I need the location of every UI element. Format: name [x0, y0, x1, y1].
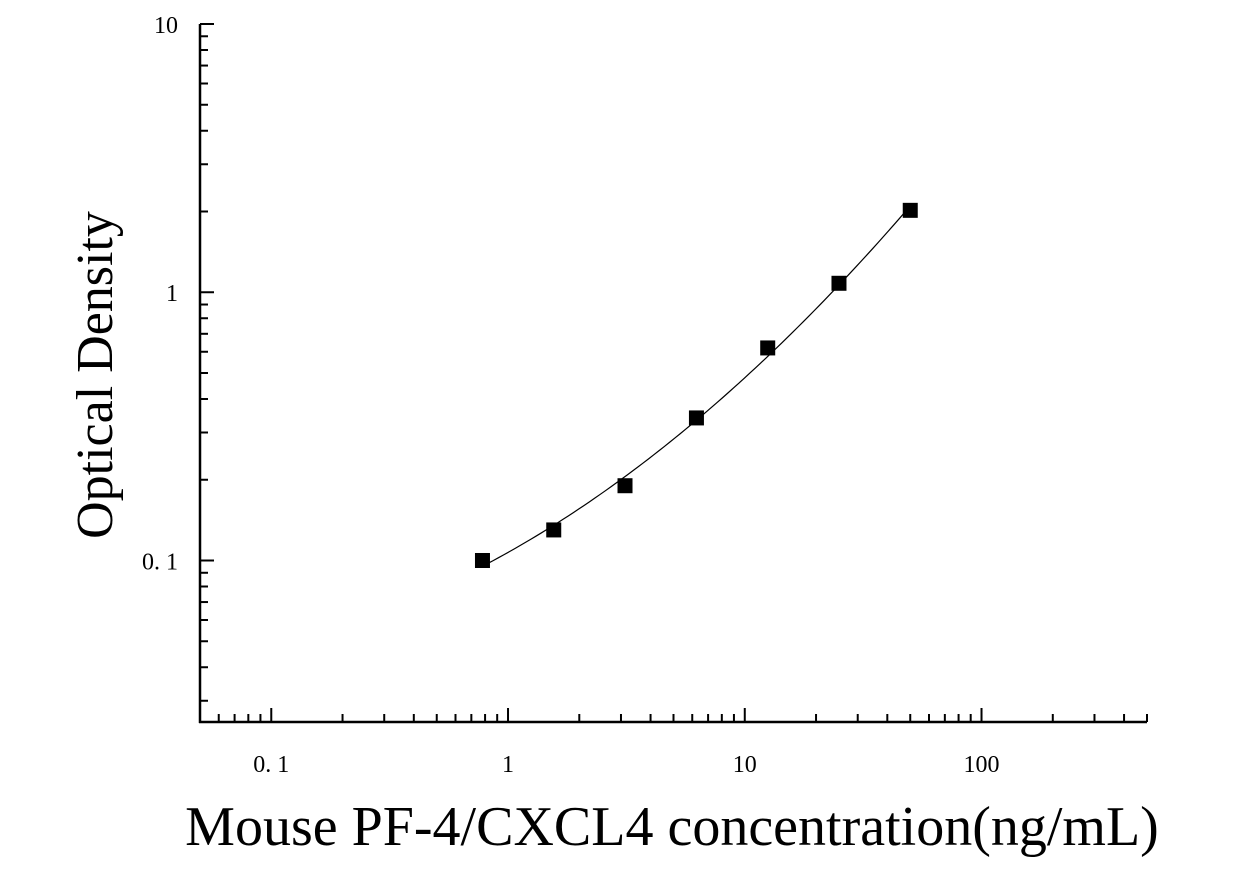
y-axis-title: Optical Density	[67, 211, 124, 539]
data-point	[617, 478, 633, 494]
tick-labels: 0. 1 1 10 100 0. 1 1 10	[142, 13, 1000, 778]
y-tick-label: 0. 1	[142, 549, 178, 575]
y-tick-label: 10	[154, 13, 178, 39]
data-point	[474, 552, 490, 568]
data-point	[760, 340, 776, 356]
fit-curve	[482, 205, 911, 567]
x-tick-label: 1	[502, 752, 514, 778]
data-point	[902, 202, 918, 218]
fit-curve-group	[482, 205, 911, 567]
x-tick-label: 100	[964, 752, 1000, 778]
data-points	[474, 202, 918, 568]
x-tick-label: 10	[733, 752, 757, 778]
data-point	[688, 410, 704, 426]
x-axis-title: Mouse PF-4/CXCL4 concentration(ng/mL)	[185, 796, 1159, 858]
data-point	[831, 275, 847, 291]
ticks	[199, 23, 1148, 722]
axes	[198, 24, 1147, 724]
y-tick-label: 1	[166, 281, 178, 307]
x-tick-label: 0. 1	[253, 752, 289, 778]
data-point	[546, 522, 562, 538]
